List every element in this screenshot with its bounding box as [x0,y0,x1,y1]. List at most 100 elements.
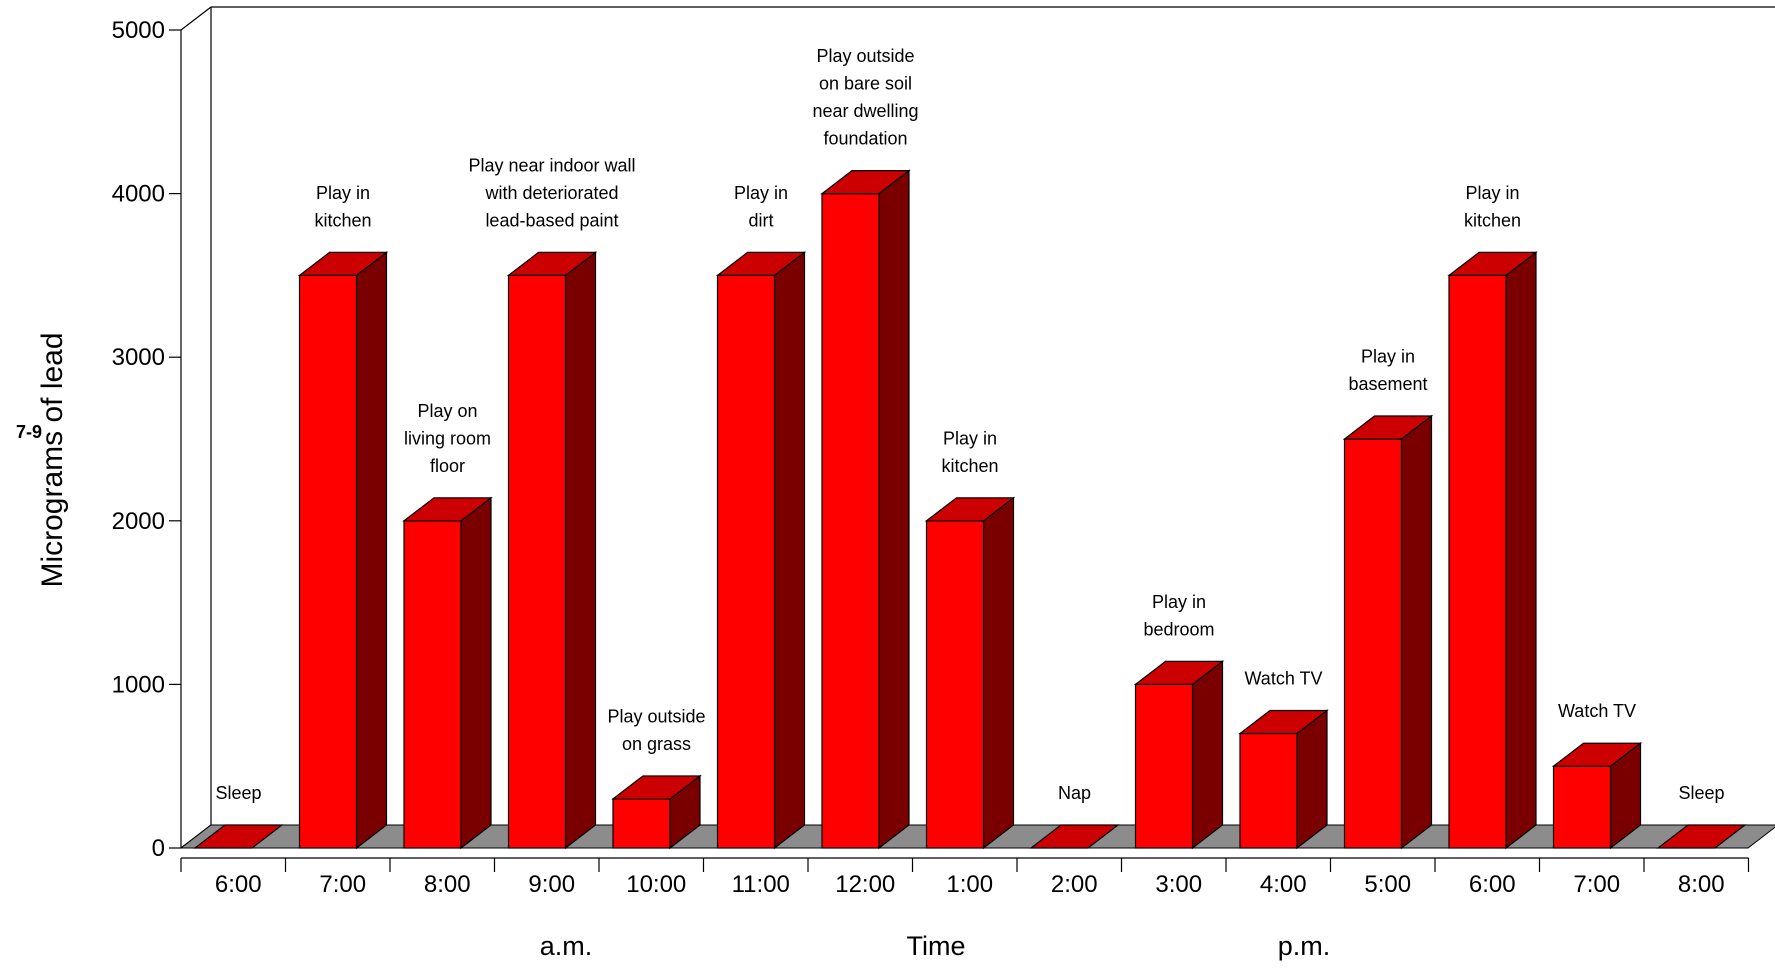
bar-front-face [1134,683,1194,849]
bar-annotation: Play in basement [1348,347,1427,395]
bar [402,496,493,850]
bar-front-face [403,520,462,849]
x-tick-label: 10:00 [626,871,686,898]
bar [1133,660,1225,850]
bar-front-face [1239,732,1298,849]
x-tick-label: 2:00 [1051,871,1098,898]
bar [611,774,702,850]
bar-top-face [193,824,284,849]
x-tick-label: 7:00 [319,871,366,898]
bar-annotation-line: kitchen [314,210,371,230]
bar-annotation-line: dirt [748,210,773,230]
am-period-label: a.m. [540,931,593,961]
wall-top-left-edge [180,6,212,31]
bar-annotation-line: Play in [943,428,997,448]
bar-top-face [820,170,911,195]
bar-side-face [1400,414,1433,850]
bar-front-face [1343,438,1403,849]
bar-annotation-line: Play in [734,183,788,203]
bar-annotation-line: Play near indoor wall [468,155,635,175]
bar-front-face [716,274,776,849]
bar-annotation-line: with deteriorated [484,183,618,203]
bar-top-face [1238,709,1329,735]
bar-side-face [355,251,388,850]
bar-top-face [1551,742,1643,767]
bar-top-face [1447,251,1538,276]
y-tick-label: 0 [152,835,165,862]
bar-side-face [1191,660,1224,850]
pm-period-label: p.m. [1278,931,1331,961]
bar-labels: Sleep Play in kitchen Play on living room flo… [215,46,1724,803]
y-tick-label: 5000 [112,17,165,44]
bar-front-face [925,520,985,849]
bar-annotation-line: Play in [1152,592,1206,612]
bar-annotation: Sleep [1678,783,1724,803]
bar-annotation-line: floor [430,456,465,476]
bar [1342,414,1434,850]
chart-walls [180,6,1775,849]
bar-top-face [402,497,493,522]
bar-top-face [1656,824,1747,849]
bar-side-face [982,496,1015,850]
bar-side-face [564,251,597,850]
bar-annotation: Sleep [215,783,261,803]
bar-annotation-line: Play in [1361,347,1415,367]
bar-annotation: Play in kitchen [1464,183,1521,231]
x-tick-label: 6:00 [215,871,262,898]
bar-annotation-line: living room [404,428,491,448]
bar-side-face [460,496,492,850]
bar-annotation-line: on bare soil [819,74,912,94]
bar [924,496,1016,850]
bar-annotation: Play outside on bare soil near dwelling fou… [812,46,918,149]
bar-annotation-line: Play outside [816,46,914,66]
bar-annotation-line: Watch TV [1558,701,1636,721]
y-tick-label: 2000 [112,508,165,535]
bar-annotation: Play outside on grass [607,706,705,754]
bar-front-face [1552,765,1612,849]
bar [1656,824,1747,849]
bar [1447,251,1538,850]
bar-annotation-line: Play in [1465,183,1519,203]
bar-annotation-line: Nap [1058,783,1091,803]
x-tick-label: 8:00 [424,871,471,898]
bar-annotation: Play in kitchen [941,428,998,476]
bar-front-face [507,274,567,849]
x-tick-label: 6:00 [1469,871,1516,898]
bar-annotation: Watch TV [1244,668,1322,688]
y-axis: 0 1000 2000 3000 4000 5000 [112,17,181,862]
bar-top-face [715,251,807,276]
x-tick-label: 3:00 [1155,871,1202,898]
bar-annotation-line: kitchen [1464,210,1521,230]
bar-front-face [612,798,671,849]
y-tick-label: 4000 [112,181,165,208]
bar-annotation-line: kitchen [941,456,998,476]
x-tick-label: 8:00 [1678,871,1725,898]
bar-annotation: Play in kitchen [314,183,371,231]
bar-side-face [878,169,910,850]
bar-annotation-line: Play on [417,401,477,421]
bar-side-face [773,251,806,850]
bar-annotation-line: foundation [823,129,907,149]
bar [1551,741,1643,850]
bar-series [193,169,1747,850]
bar-annotation-line: Watch TV [1244,668,1322,688]
x-tick-label: 7:00 [1573,871,1620,898]
bar [1238,709,1329,850]
bar-top-face [506,251,598,276]
page-number: 7-9 [16,422,42,442]
bar-annotation-line: near dwelling [812,101,918,121]
bar-front-face [1448,274,1507,849]
y-tick-label: 3000 [112,344,165,371]
bar [715,251,807,850]
bar-annotation-line: Play in [316,183,370,203]
bar-annotation-line: bedroom [1143,619,1214,639]
bar [1029,824,1120,849]
bar-top-face [297,251,389,276]
bar-annotation: Play on living room floor [404,401,491,476]
bar-front-face [821,193,880,849]
bar-top-face [1133,660,1225,686]
x-axis: 6:00 7:00 8:00 9:00 10:00 11:00 12:00 1:00 2:00 3… [180,857,1750,898]
bar-annotation-line: Play outside [607,706,705,726]
bar [506,251,598,850]
